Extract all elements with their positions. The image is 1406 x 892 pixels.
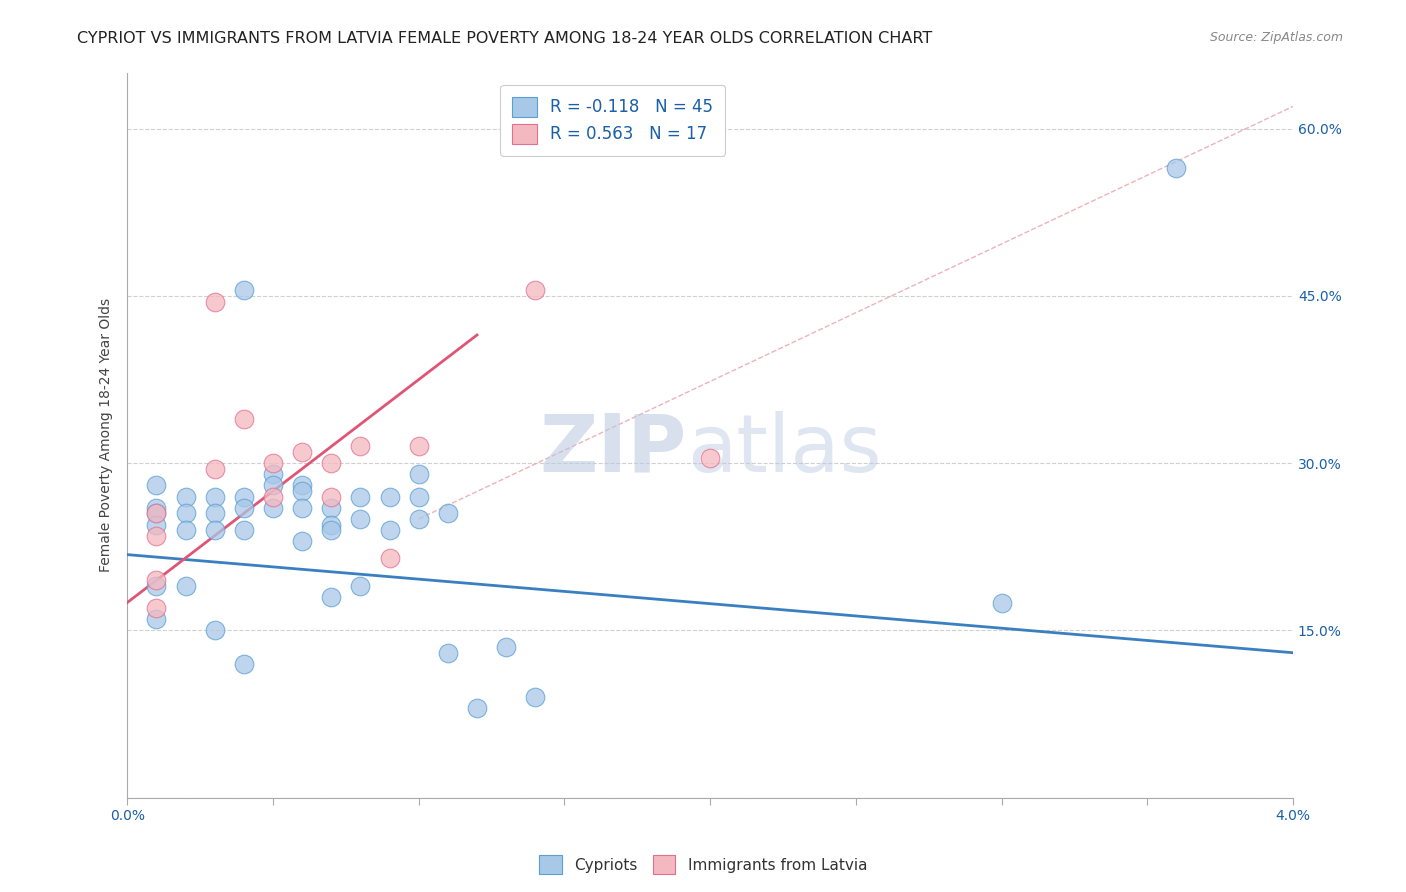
- Text: CYPRIOT VS IMMIGRANTS FROM LATVIA FEMALE POVERTY AMONG 18-24 YEAR OLDS CORRELATI: CYPRIOT VS IMMIGRANTS FROM LATVIA FEMALE…: [77, 31, 932, 46]
- Point: [145, 529, 167, 543]
- Point: [1166, 161, 1188, 175]
- Point: [408, 467, 430, 482]
- Point: [408, 512, 430, 526]
- Point: [321, 523, 343, 537]
- Text: ZIP: ZIP: [540, 411, 688, 489]
- Legend: R = -0.118   N = 45, R = 0.563   N = 17: R = -0.118 N = 45, R = 0.563 N = 17: [501, 85, 725, 155]
- Legend: Cypriots, Immigrants from Latvia: Cypriots, Immigrants from Latvia: [533, 849, 873, 880]
- Point: [349, 490, 371, 504]
- Point: [321, 500, 343, 515]
- Point: [699, 450, 721, 465]
- Point: [990, 596, 1012, 610]
- Point: [204, 523, 226, 537]
- Point: [321, 456, 343, 470]
- Point: [291, 534, 314, 549]
- Point: [174, 490, 197, 504]
- Point: [204, 507, 226, 521]
- Point: [437, 646, 460, 660]
- Point: [524, 690, 547, 705]
- Point: [145, 612, 167, 626]
- Point: [378, 490, 401, 504]
- Point: [437, 507, 460, 521]
- Point: [145, 579, 167, 593]
- Point: [145, 517, 167, 532]
- Point: [262, 478, 284, 492]
- Point: [232, 523, 254, 537]
- Point: [145, 478, 167, 492]
- Point: [524, 284, 547, 298]
- Point: [145, 574, 167, 588]
- Point: [232, 284, 254, 298]
- Point: [232, 411, 254, 425]
- Point: [349, 512, 371, 526]
- Point: [291, 445, 314, 459]
- Point: [291, 478, 314, 492]
- Point: [378, 523, 401, 537]
- Point: [174, 579, 197, 593]
- Point: [465, 701, 488, 715]
- Point: [321, 517, 343, 532]
- Point: [408, 440, 430, 454]
- Point: [291, 500, 314, 515]
- Point: [349, 440, 371, 454]
- Point: [204, 490, 226, 504]
- Point: [145, 601, 167, 615]
- Point: [378, 551, 401, 566]
- Point: [291, 484, 314, 499]
- Point: [262, 456, 284, 470]
- Point: [232, 490, 254, 504]
- Point: [145, 507, 167, 521]
- Point: [321, 590, 343, 604]
- Point: [174, 507, 197, 521]
- Point: [495, 640, 517, 655]
- Point: [204, 624, 226, 638]
- Point: [204, 294, 226, 309]
- Point: [408, 490, 430, 504]
- Text: Source: ZipAtlas.com: Source: ZipAtlas.com: [1209, 31, 1343, 45]
- Point: [262, 467, 284, 482]
- Point: [232, 657, 254, 671]
- Point: [349, 579, 371, 593]
- Point: [262, 490, 284, 504]
- Y-axis label: Female Poverty Among 18-24 Year Olds: Female Poverty Among 18-24 Year Olds: [100, 298, 114, 573]
- Point: [204, 462, 226, 476]
- Point: [262, 500, 284, 515]
- Point: [174, 523, 197, 537]
- Point: [232, 500, 254, 515]
- Text: atlas: atlas: [688, 411, 882, 489]
- Point: [145, 500, 167, 515]
- Point: [145, 507, 167, 521]
- Point: [321, 490, 343, 504]
